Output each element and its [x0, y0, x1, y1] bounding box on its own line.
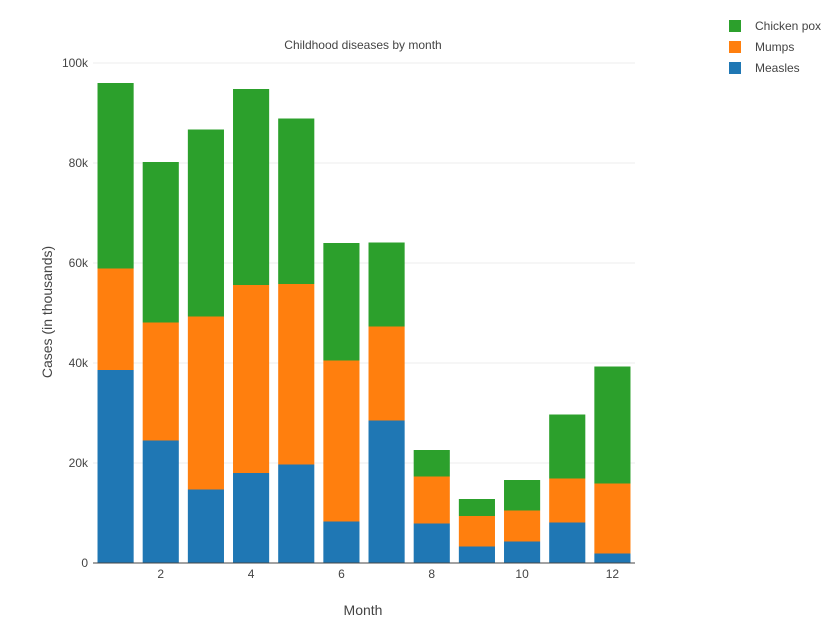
bar-chicken-pox-month-3	[187, 129, 224, 317]
y-tick-label: 100k	[62, 56, 89, 70]
legend-label-mumps: Mumps	[755, 40, 794, 54]
x-axis-title: Month	[344, 602, 383, 618]
bar-mumps-month-4	[233, 285, 270, 473]
bar-chicken-pox-month-8	[413, 450, 450, 477]
bar-chicken-pox-month-6	[323, 243, 360, 361]
bar-mumps-month-11	[549, 478, 586, 523]
x-tick-label: 12	[606, 567, 620, 581]
bar-measles-month-6	[323, 521, 360, 563]
bar-mumps-month-8	[413, 476, 450, 524]
bar-measles-month-12	[594, 553, 631, 563]
bars	[97, 83, 631, 563]
bar-chicken-pox-month-2	[142, 162, 179, 323]
gridlines	[93, 62, 635, 464]
x-ticks: 2 4 6 8 10 12	[157, 567, 619, 581]
bar-measles-month-11	[549, 522, 586, 563]
legend-label-measles: Measles	[755, 61, 800, 75]
bar-measles-month-1	[97, 370, 134, 563]
bar-measles-month-9	[458, 546, 495, 563]
bar-mumps-month-10	[504, 510, 541, 542]
bar-measles-month-5	[278, 464, 315, 563]
bar-mumps-month-5	[278, 284, 315, 465]
y-tick-label: 0	[81, 556, 88, 570]
bar-chicken-pox-month-9	[458, 499, 495, 516]
bar-mumps-month-9	[458, 516, 495, 547]
bar-mumps-month-3	[187, 316, 224, 490]
bar-chicken-pox-month-4	[233, 89, 270, 285]
y-tick-label: 60k	[69, 256, 89, 270]
y-axis-title: Cases (in thousands)	[39, 246, 55, 378]
legend-label-chicken-pox: Chicken pox	[755, 19, 821, 33]
bar-measles-month-4	[233, 473, 270, 563]
legend-swatch-chicken-pox	[729, 20, 741, 32]
bar-chicken-pox-month-12	[594, 366, 631, 484]
x-tick-label: 8	[428, 567, 435, 581]
bar-chicken-pox-month-11	[549, 414, 586, 479]
bar-mumps-month-7	[368, 326, 405, 421]
bar-chicken-pox-month-5	[278, 118, 315, 284]
bar-mumps-month-12	[594, 483, 631, 554]
bar-measles-month-2	[142, 440, 179, 563]
bar-mumps-month-2	[142, 322, 179, 441]
bar-mumps-month-1	[97, 268, 134, 370]
x-tick-label: 2	[157, 567, 164, 581]
chart-title: Childhood diseases by month	[284, 38, 441, 52]
y-tick-label: 40k	[69, 356, 89, 370]
x-tick-label: 6	[338, 567, 345, 581]
y-tick-label: 80k	[69, 156, 89, 170]
bar-measles-month-3	[187, 489, 224, 563]
bar-measles-month-10	[504, 541, 541, 563]
x-tick-label: 4	[248, 567, 255, 581]
bar-chicken-pox-month-1	[97, 83, 134, 269]
legend: Chicken pox Mumps Measles	[729, 19, 821, 75]
bar-chicken-pox-month-7	[368, 242, 405, 327]
y-ticks: 0 20k 40k 60k 80k 100k	[62, 56, 89, 570]
legend-swatch-mumps	[729, 41, 741, 53]
legend-swatch-measles	[729, 62, 741, 74]
y-tick-label: 20k	[69, 456, 89, 470]
bar-measles-month-8	[413, 523, 450, 563]
bar-chicken-pox-month-10	[504, 480, 541, 511]
bar-measles-month-7	[368, 420, 405, 563]
x-tick-label: 10	[515, 567, 529, 581]
bar-mumps-month-6	[323, 360, 360, 522]
